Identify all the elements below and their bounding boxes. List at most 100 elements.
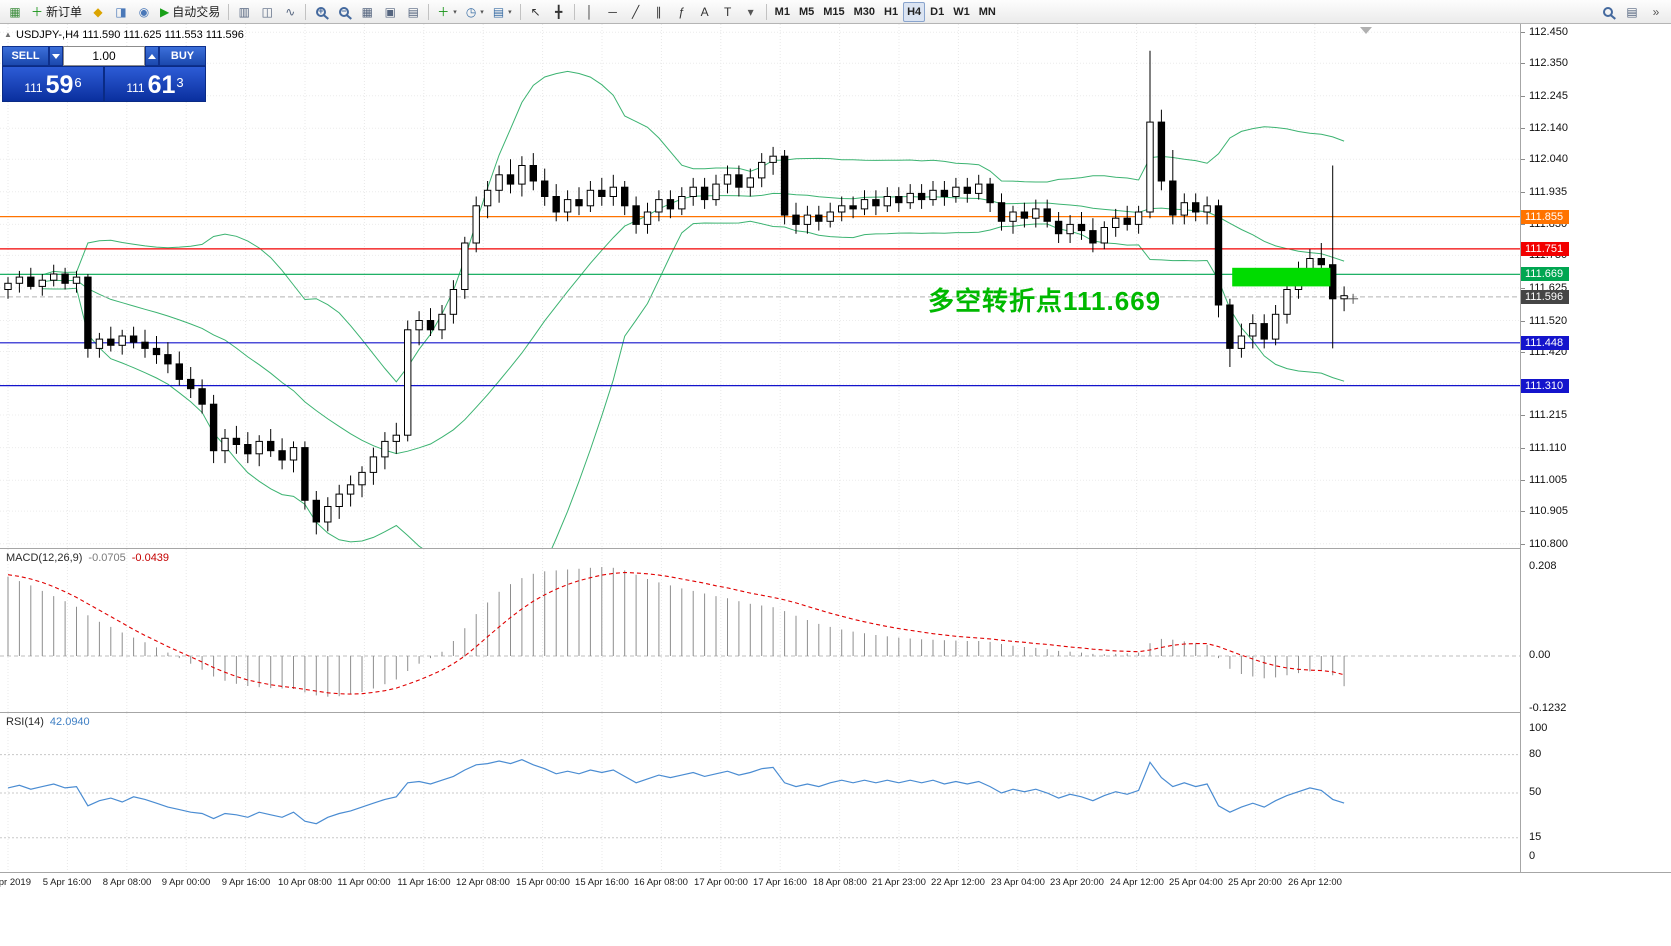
timeframe-m15[interactable]: M15	[823, 5, 845, 18]
navigator-button[interactable]: ◉	[133, 2, 155, 22]
buy-price-display[interactable]: 111 61 3	[104, 66, 206, 102]
zoom-in-button[interactable]: +	[310, 2, 332, 22]
horizontal-line-tool[interactable]: ─	[602, 2, 624, 22]
sell-button[interactable]: SELL	[2, 46, 49, 66]
timeframe-d1[interactable]: D1	[930, 5, 945, 18]
search-button[interactable]	[1597, 2, 1619, 22]
candlestick-chart-type-button-icon: ◫	[261, 4, 273, 19]
timeframe-m1[interactable]: M1	[774, 5, 790, 18]
time-axis-label: 24 Apr 12:00	[1110, 877, 1164, 888]
rsi-indicator-pane[interactable]: RSI(14) 42.0940	[0, 712, 1520, 872]
cursor-button[interactable]: ↖	[525, 2, 547, 22]
time-axis-label: 8 Apr 08:00	[102, 877, 152, 888]
macd-canvas[interactable]	[0, 549, 1520, 712]
line-chart-type-button-icon: ∿	[285, 4, 296, 19]
new-order-button[interactable]: ＋新订单	[31, 4, 83, 19]
line-chart-type-button[interactable]: ∿	[279, 2, 301, 22]
rsi-axis-label: 50	[1529, 786, 1542, 798]
price-axis-label: 110.905	[1529, 505, 1568, 517]
time-axis-label: 18 Apr 08:00	[813, 877, 867, 888]
volume-input[interactable]	[64, 49, 144, 63]
macd-axis-label: -0.1232	[1529, 702, 1567, 714]
new-order-button-icon: ＋	[31, 4, 44, 19]
vertical-line-tool[interactable]: │	[579, 2, 601, 22]
market-watch-button[interactable]: ◆	[87, 2, 109, 22]
timeframe-h1[interactable]: H1	[884, 5, 899, 18]
macd-indicator-pane[interactable]: MACD(12,26,9) -0.0705 -0.0439	[0, 548, 1520, 712]
indicators-button-icon: ＋	[437, 4, 450, 19]
cascade-windows-button[interactable]: ▣	[379, 2, 401, 22]
label-tool[interactable]: T	[717, 2, 739, 22]
trendline-tool[interactable]: ╱	[625, 2, 647, 22]
crosshair-button[interactable]: ╋	[548, 2, 570, 22]
toolbar-separator	[228, 3, 230, 20]
price-level-tag: 111.855	[1521, 210, 1569, 224]
market-watch-button-icon: ◆	[93, 4, 103, 19]
bar-chart-type-button[interactable]: ▥	[233, 2, 255, 22]
buy-price-big: 61	[147, 71, 176, 99]
triangle-down-icon	[52, 53, 60, 59]
timeframe-m5[interactable]: M5	[798, 5, 815, 18]
toolbar-right-group: ▤»	[1597, 2, 1667, 22]
channel-tool[interactable]: ∥	[648, 2, 670, 22]
tile-windows-button-icon: ▦	[361, 4, 373, 19]
price-level-tag: 111.751	[1521, 242, 1569, 256]
arrange-windows-button[interactable]: ▤	[402, 2, 424, 22]
buy-button[interactable]: BUY	[159, 46, 206, 66]
volume-up-button[interactable]	[145, 46, 159, 66]
price-level-tag: 111.310	[1521, 379, 1569, 393]
time-axis-label: 25 Apr 20:00	[1228, 877, 1282, 888]
toolbar-separator	[428, 3, 430, 20]
arrange-windows-button-icon: ▤	[407, 4, 419, 19]
indicators-button[interactable]: ＋ ▾	[433, 2, 461, 22]
rsi-axis-label: 100	[1529, 722, 1548, 734]
shapes-dropdown[interactable]: ▾	[740, 2, 762, 22]
toolbar: ▦ ＋新订单 ◆ ◨ ◉ ▶ 自动交易 ▥ ◫ ∿ + − ▦ ▣ ▤ ＋ ▾ ◷ ▾ ▤ ▾ ↖ ╋ │ ─ ╱ ∥ ƒ A T ▾ M1 M…	[0, 0, 1671, 24]
main-chart-pane[interactable]: ▲ USDJPY-,H4 111.590 111.625 111.553 111…	[0, 24, 1520, 548]
price-scale[interactable]: 112.450 112.350 112.245 112.140 112.040 111.9…	[1520, 24, 1671, 872]
vertical-line-tool-icon: │	[585, 4, 594, 19]
price-axis-label: 111.005	[1529, 474, 1568, 486]
periods-button[interactable]: ◷ ▾	[462, 2, 488, 22]
chart-objects-button[interactable]: ▤	[1621, 2, 1643, 22]
toolbar-left-groups: ▦ ＋新订单 ◆ ◨ ◉ ▶ 自动交易 ▥ ◫ ∿ + − ▦ ▣ ▤ ＋ ▾ ◷ ▾ ▤ ▾ ↖ ╋ │ ─ ╱ ∥ ƒ A T ▾ M1 M…	[4, 1, 1000, 22]
price-chart-canvas[interactable]	[0, 24, 1520, 548]
auto-trading-button[interactable]: ▶ 自动交易	[160, 4, 221, 19]
text-tool[interactable]: A	[694, 2, 716, 22]
shapes-dropdown-icon: ▾	[747, 4, 754, 19]
volume-down-button[interactable]	[49, 46, 63, 66]
rsi-label: RSI(14) 42.0940	[6, 716, 90, 728]
rsi-axis-label: 15	[1529, 831, 1542, 843]
macd-name: MACD(12,26,9)	[6, 552, 83, 564]
trade-panel-collapse-icon[interactable]: ▲	[4, 30, 12, 39]
rsi-canvas[interactable]	[0, 713, 1520, 872]
timeframe-w1[interactable]: W1	[953, 5, 970, 18]
data-window-button[interactable]: ◨	[110, 2, 132, 22]
fibonacci-tool-icon: ƒ	[678, 4, 686, 19]
price-axis-label: 111.935	[1529, 186, 1568, 198]
time-axis[interactable]: 4 Apr 2019 5 Apr 16:00 8 Apr 08:00 9 Apr 00…	[0, 872, 1671, 894]
time-axis-label: 16 Apr 08:00	[634, 877, 688, 888]
horizontal-line-tool-icon: ─	[608, 4, 617, 19]
timeframe-mn[interactable]: MN	[978, 5, 996, 18]
templates-button[interactable]: ▤ ▾	[489, 2, 516, 22]
channel-tool-icon: ∥	[655, 4, 662, 19]
time-axis-label: 5 Apr 16:00	[42, 877, 92, 888]
time-axis-label: 15 Apr 16:00	[575, 877, 629, 888]
zoom-out-button[interactable]: −	[333, 2, 355, 22]
timeframe-m30[interactable]: M30	[853, 5, 876, 18]
tile-windows-button[interactable]: ▦	[356, 2, 378, 22]
new-chart-button[interactable]: ▦	[4, 2, 26, 22]
fibonacci-tool[interactable]: ƒ	[671, 2, 693, 22]
toolbar-overflow-button[interactable]: »	[1645, 2, 1667, 22]
sell-price-display[interactable]: 111 59 6	[2, 66, 104, 102]
time-axis-label: 23 Apr 04:00	[991, 877, 1045, 888]
templates-button-icon: ▤	[492, 4, 505, 19]
timeframe-h4[interactable]: H4	[903, 1, 926, 22]
price-level-tag: 111.669	[1521, 267, 1569, 281]
chevron-down-icon: ▾	[508, 8, 512, 16]
time-axis-label: 22 Apr 12:00	[931, 877, 985, 888]
candlestick-chart-type-button[interactable]: ◫	[256, 2, 278, 22]
